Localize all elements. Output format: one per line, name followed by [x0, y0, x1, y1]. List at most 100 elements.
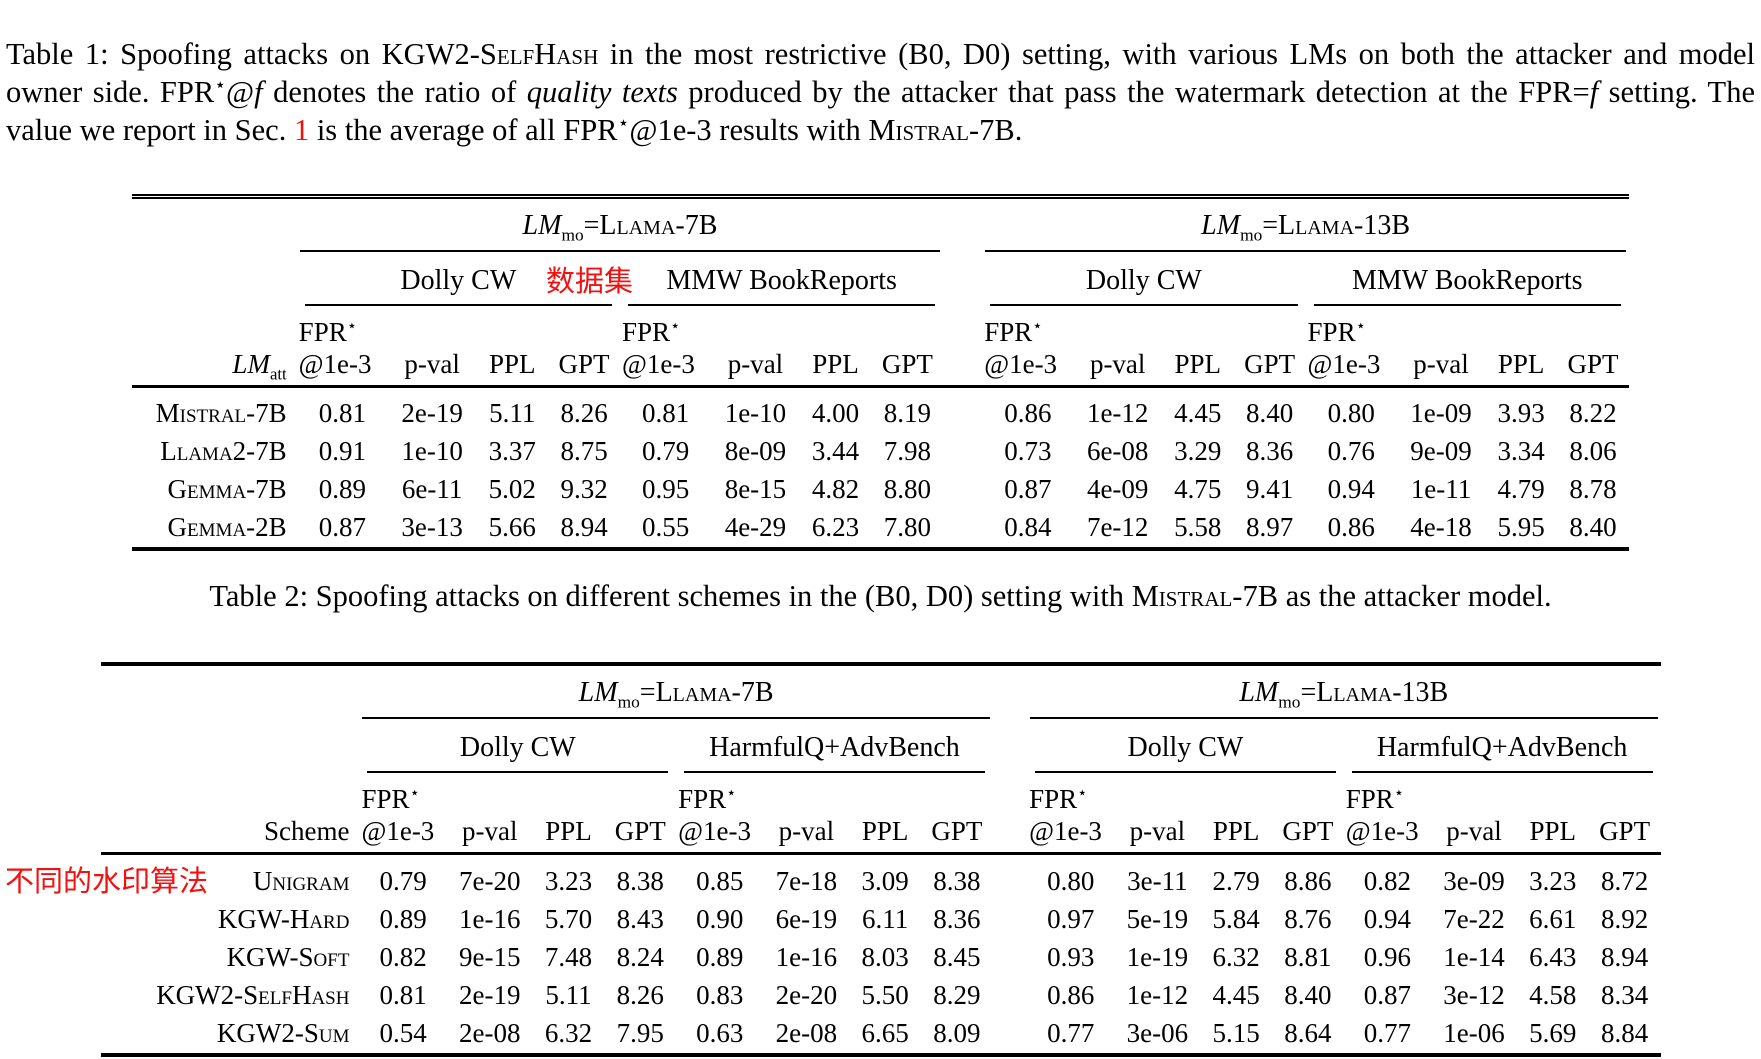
- value-cell: 3e-09: [1443, 865, 1505, 896]
- value-cell: 0.89: [379, 903, 427, 934]
- value-cell: 8.03: [861, 941, 909, 972]
- value-cell: 1e-06: [1443, 1017, 1505, 1048]
- value-cell: 7e-12: [1086, 512, 1149, 543]
- value-cell: 8.06: [1569, 436, 1617, 467]
- value-cell: 1e-10: [401, 436, 463, 467]
- value-cell: 8.86: [1284, 865, 1332, 896]
- col-header-gpt: GPT: [1282, 816, 1334, 847]
- f-variable: f: [254, 74, 263, 109]
- group-spacer: [943, 317, 982, 386]
- value-cell: 0.89: [318, 474, 366, 505]
- col-header-pval: p-val: [461, 816, 518, 847]
- value-cell: 4.82: [811, 474, 860, 505]
- value-cell: 3.44: [811, 436, 860, 467]
- f-variable: f: [1589, 74, 1599, 109]
- col-header-gpt: GPT: [1244, 348, 1296, 379]
- dataset-header: Dolly CW: [400, 265, 517, 297]
- value-cell: 2e-20: [775, 979, 838, 1010]
- value-cell: 0.83: [696, 979, 744, 1010]
- col-header-fpr: FPR⋆ @1e-3: [984, 316, 1058, 379]
- bottomrule-row: [132, 547, 1629, 554]
- table-row: Gemma-7B 0.89 6e-11 5.02 9.32 0.95 8e-15 4.82 8.…: [132, 471, 1629, 509]
- col-header-pval: p-val: [1446, 816, 1502, 847]
- annotation-watermark-schemes: 不同的水印算法: [5, 864, 209, 899]
- value-cell: 0.87: [318, 512, 366, 543]
- value-cell: 0.86: [1047, 979, 1095, 1010]
- col-header-pval: p-val: [1089, 348, 1146, 379]
- value-cell: 8.40: [1284, 979, 1332, 1010]
- value-cell: 6.43: [1529, 941, 1577, 972]
- caption-text: in the most restrictive (B0, D0) setting…: [6, 36, 1755, 109]
- value-cell: 0.91: [318, 436, 366, 467]
- value-cell: 0.81: [318, 398, 366, 429]
- value-cell: 8.76: [1284, 903, 1332, 934]
- value-cell: 0.86: [1327, 512, 1375, 543]
- value-cell: 0.86: [1004, 398, 1052, 429]
- value-cell: 4e-29: [724, 512, 787, 543]
- value-cell: 0.73: [1004, 436, 1052, 467]
- table-row: Llama2-7B 0.91 1e-10 3.37 8.75 0.79 8e-09 3.44 7…: [132, 433, 1629, 471]
- caption-text: @1e-3 results with: [629, 113, 869, 148]
- dataset-header: MMW BookReports: [666, 265, 897, 297]
- value-cell: 6.23: [811, 512, 860, 543]
- value-cell: 5.84: [1212, 903, 1260, 934]
- caption-text: @: [226, 74, 255, 109]
- col-header-ppl: PPL: [812, 348, 859, 379]
- value-cell: 6.65: [861, 1017, 909, 1048]
- value-cell: 8.94: [1600, 941, 1649, 972]
- group-rule-row: [101, 717, 1661, 730]
- value-cell: 0.79: [379, 865, 427, 896]
- value-cell: 5.50: [861, 979, 909, 1010]
- value-cell: 8.64: [1284, 1017, 1332, 1048]
- value-cell: 5.58: [1174, 512, 1222, 543]
- table2-container: 不同的水印算法 LMmo=Llama-7B LMmo=Llama-13B: [0, 662, 1761, 1059]
- value-cell: 7.95: [616, 1017, 664, 1048]
- col-header-gpt: GPT: [1599, 816, 1651, 847]
- col-header-ppl: PPL: [861, 816, 909, 847]
- col-header-fpr: FPR⋆ @1e-3: [1345, 783, 1419, 846]
- col-header-ppl: PPL: [488, 348, 536, 379]
- value-cell: 3.93: [1497, 398, 1545, 429]
- value-cell: 8.09: [933, 1017, 981, 1048]
- group-rule-row: [132, 250, 1629, 263]
- value-cell: 3.37: [488, 436, 536, 467]
- value-cell: 0.77: [1047, 1017, 1095, 1048]
- value-cell: 8.36: [1245, 436, 1294, 467]
- value-cell: 8.94: [560, 512, 608, 543]
- value-cell: 6e-08: [1086, 436, 1149, 467]
- dataset-header: Dolly CW: [1085, 265, 1202, 297]
- value-cell: 4e-09: [1086, 474, 1149, 505]
- col-header-fpr: FPR⋆ @1e-3: [298, 316, 372, 379]
- row-header-scheme: Scheme: [263, 816, 350, 847]
- value-cell: 0.89: [696, 941, 744, 972]
- value-cell: 8.19: [883, 398, 931, 429]
- value-cell: 5.02: [488, 474, 536, 505]
- value-cell: 8.36: [933, 903, 981, 934]
- dataset-header: Dolly CW: [1127, 732, 1244, 764]
- value-cell: 3.23: [544, 865, 593, 896]
- value-cell: 8.29: [933, 979, 981, 1010]
- group-spacer: [943, 433, 982, 471]
- value-cell: 7e-18: [775, 865, 838, 896]
- scheme-name: KGW2-SelfHash: [381, 36, 599, 71]
- value-cell: 8e-15: [724, 474, 787, 505]
- value-cell: 8.40: [1569, 512, 1617, 543]
- value-cell: 4.58: [1529, 979, 1577, 1010]
- table1: LMmo=Llama-7B LMmo=Llama-13B Dolly CW MM…: [132, 193, 1629, 554]
- dataset-rule-row: [101, 771, 1661, 784]
- value-cell: 1e-16: [458, 903, 521, 934]
- model-group-row: LMmo=Llama-7B LMmo=Llama-13B: [101, 673, 1661, 717]
- group-spacer: [993, 1015, 1027, 1055]
- value-cell: 4.45: [1174, 398, 1222, 429]
- midrule-row: [132, 384, 1629, 396]
- value-cell: 3.29: [1174, 436, 1222, 467]
- row-label: Gemma-7B: [167, 474, 287, 505]
- value-cell: 8.72: [1600, 865, 1649, 896]
- value-cell: 6e-11: [401, 474, 463, 505]
- value-cell: 9e-09: [1410, 436, 1472, 467]
- value-cell: 0.87: [1004, 474, 1052, 505]
- table1-container: 数据集 LMmo=Llama-7B LMmo=Llama-13B: [0, 193, 1761, 554]
- annotation-dataset: 数据集: [546, 263, 634, 298]
- section-reference-link[interactable]: 1: [293, 113, 310, 148]
- value-cell: 7.80: [883, 512, 931, 543]
